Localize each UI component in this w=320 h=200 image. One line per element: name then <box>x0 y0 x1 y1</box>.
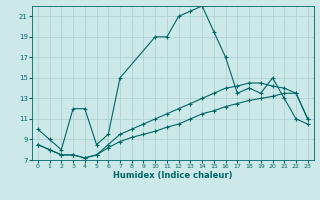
X-axis label: Humidex (Indice chaleur): Humidex (Indice chaleur) <box>113 171 233 180</box>
